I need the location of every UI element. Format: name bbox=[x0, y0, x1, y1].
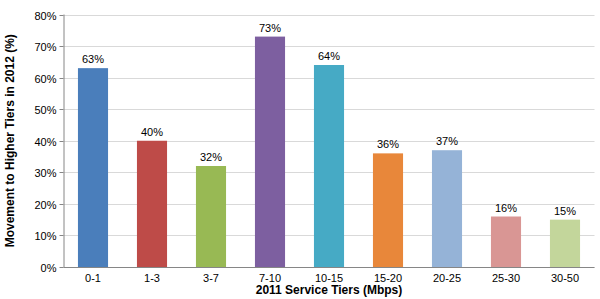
grid-line bbox=[64, 15, 595, 16]
bar bbox=[314, 65, 344, 267]
tick-mark bbox=[60, 46, 64, 47]
data-label: 40% bbox=[141, 126, 163, 138]
data-label: 63% bbox=[82, 53, 104, 65]
y-axis-line bbox=[64, 15, 65, 268]
bar bbox=[373, 153, 403, 267]
tick-label: 60% bbox=[34, 73, 56, 85]
data-label: 64% bbox=[318, 50, 340, 62]
data-label: 73% bbox=[259, 22, 281, 34]
tick-label: 10% bbox=[34, 230, 56, 242]
category-label: 30-50 bbox=[551, 272, 579, 284]
bar bbox=[196, 166, 226, 267]
tick-mark bbox=[60, 267, 64, 268]
data-label: 15% bbox=[554, 205, 576, 217]
tick-label: 30% bbox=[34, 167, 56, 179]
category-label: 1-3 bbox=[144, 272, 160, 284]
bar bbox=[550, 220, 580, 267]
y-axis-title: Movement to Higher Tiers in 2012 (%) bbox=[3, 34, 17, 247]
tick-label: 20% bbox=[34, 199, 56, 211]
data-label: 16% bbox=[495, 202, 517, 214]
tick-label: 70% bbox=[34, 41, 56, 53]
grid-line bbox=[64, 267, 595, 268]
tick-mark bbox=[60, 172, 64, 173]
tick-mark bbox=[60, 109, 64, 110]
x-axis-title: 2011 Service Tiers (Mbps) bbox=[256, 283, 403, 297]
tick-label: 80% bbox=[34, 10, 56, 22]
tick-mark bbox=[60, 15, 64, 16]
x-axis-line bbox=[64, 267, 595, 268]
bar bbox=[255, 37, 285, 267]
grid-line bbox=[64, 46, 595, 47]
tick-mark bbox=[60, 78, 64, 79]
tick-mark bbox=[60, 235, 64, 236]
page: {"chart_data": {"type": "bar", "x_label"… bbox=[0, 0, 600, 299]
bar bbox=[432, 150, 462, 267]
category-label: 25-30 bbox=[492, 272, 520, 284]
data-label: 37% bbox=[436, 135, 458, 147]
tick-label: 0% bbox=[41, 262, 57, 274]
tick-mark bbox=[60, 204, 64, 205]
bar bbox=[78, 68, 108, 267]
tick-label: 40% bbox=[34, 136, 56, 148]
bar bbox=[137, 141, 167, 267]
category-label: 0-1 bbox=[85, 272, 101, 284]
tick-mark bbox=[60, 141, 64, 142]
bar bbox=[491, 217, 521, 268]
category-label: 3-7 bbox=[203, 272, 219, 284]
category-label: 20-25 bbox=[433, 272, 461, 284]
tick-label: 50% bbox=[34, 104, 56, 116]
chart: 0% 10% 20% 30% 40% 50% 60% 70% 80% 63% 40% 32% 73% 64… bbox=[0, 0, 600, 299]
data-label: 32% bbox=[200, 151, 222, 163]
data-label: 36% bbox=[377, 138, 399, 150]
bars bbox=[78, 37, 580, 267]
